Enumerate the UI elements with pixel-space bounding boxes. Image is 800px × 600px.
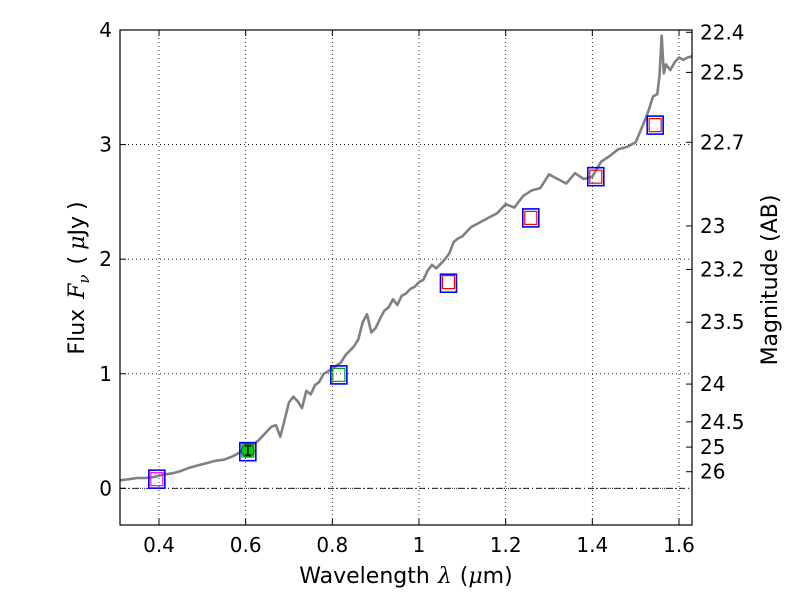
y2-tick-label: 23 <box>700 214 725 238</box>
x-tick-label: 0.8 <box>316 533 348 557</box>
photometry-box <box>586 166 605 187</box>
y-axis-label-unit-rest: Jy <box>65 216 90 238</box>
y-axis-label-unit-close: ) <box>65 201 90 210</box>
x-axis-label-unit-rest: m) <box>483 564 513 589</box>
axes-frame <box>119 29 693 526</box>
y2-tick-label: 26 <box>700 460 725 484</box>
x-tick-label: 0.6 <box>230 533 262 557</box>
y2-axis-label: Magnitude (AB) <box>758 195 783 366</box>
y-axis-label: Flux Fν ( μJy) <box>65 201 93 354</box>
x-axis-label-unit-open: ( <box>460 564 469 589</box>
y2-tick-label: 23.2 <box>700 257 745 281</box>
model-point-box <box>150 472 164 487</box>
x-axis-label-symbol: λ <box>437 564 452 589</box>
x-tick-label: 1.6 <box>663 533 695 557</box>
y2-tick-label: 22.4 <box>700 20 745 44</box>
model-point-box <box>524 210 538 226</box>
photometry-group <box>148 115 664 489</box>
x-axis-label-unit-mu: μ <box>468 564 482 589</box>
y2-tick-label: 23.5 <box>700 310 745 334</box>
y2-tick-label: 22.7 <box>700 130 745 154</box>
photometry-box <box>646 115 664 135</box>
y-tick-label: 4 <box>99 18 112 42</box>
y-axis-label-subscript: ν <box>75 274 93 283</box>
y-tick-label: 1 <box>99 362 112 386</box>
photometry-box <box>148 469 166 489</box>
photometry-box <box>521 208 540 228</box>
y2-tick-label: 24.5 <box>700 410 745 434</box>
photometry-box <box>239 441 257 462</box>
model-point-box <box>648 118 662 133</box>
y-tick-label: 3 <box>99 133 112 157</box>
y-tick-label: 0 <box>99 476 112 500</box>
model-point-box <box>332 367 346 382</box>
y-tick-label: 2 <box>99 247 112 271</box>
series-group <box>119 34 693 482</box>
photometry-box <box>439 273 458 294</box>
spectrum-line <box>119 34 693 482</box>
plot-area <box>120 30 692 525</box>
x-tick-label: 1.2 <box>490 533 522 557</box>
y-axis-label-symbol: F <box>65 283 90 300</box>
photometry-box <box>330 365 348 385</box>
y2-tick-label: 25 <box>700 435 725 459</box>
model-point-box <box>589 169 603 184</box>
x-tick-label: 1.4 <box>576 533 608 557</box>
grid-lines <box>120 29 692 525</box>
y-axis-label-prefix: Flux <box>65 309 90 355</box>
x-tick-label: 0.4 <box>143 533 175 557</box>
y2-tick-label: 24 <box>700 372 725 396</box>
x-tick-label: 1 <box>413 533 426 557</box>
axes-border <box>119 29 693 526</box>
y-axis-label-unit-mu: μ <box>65 236 90 250</box>
x-axis-label: Wavelength λ (μm) <box>299 564 512 589</box>
model-point-box <box>441 274 456 290</box>
y2-tick-label: 22.5 <box>700 60 745 84</box>
y-axis-label-unit-open: ( <box>65 256 90 265</box>
x-axis-label-prefix: Wavelength <box>299 564 430 589</box>
